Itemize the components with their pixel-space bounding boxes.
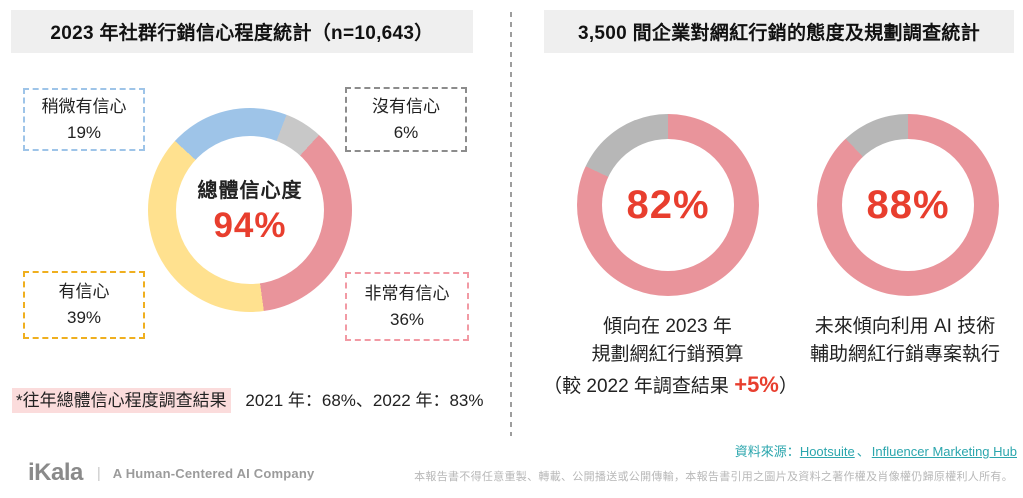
left-panel-title: 2023 年社群行銷信心程度統計（n=10,643）	[11, 10, 473, 53]
donut-center-label: 總體信心度	[197, 180, 303, 202]
label-box-confident: 有信心 39%	[23, 271, 145, 339]
footnote-values: 2021 年：68%、2022 年：83%	[245, 391, 484, 410]
confidence-donut-chart: 總體信心度 94%	[148, 108, 352, 312]
ai-donut-chart: 88%	[817, 114, 999, 296]
right-panel-title: 3,500 間企業對網紅行銷的態度及規劃調查統計	[544, 10, 1014, 53]
source-link-influencer-marketing-hub[interactable]: Influencer Marketing Hub	[871, 444, 1017, 459]
ikala-tagline: A Human-Centered AI Company	[112, 465, 315, 481]
budget-note-suffix: ）	[778, 376, 798, 397]
no-confidence-name: 沒有信心	[372, 96, 440, 116]
budget-caption-line1: 傾向在 2023 年	[603, 316, 732, 337]
source-separator: 、	[856, 444, 870, 459]
ikala-logo: iKala | A Human-Centered AI Company	[28, 459, 314, 487]
slight-confidence-name: 稍微有信心	[41, 96, 127, 116]
panel-divider	[510, 12, 512, 436]
confident-name: 有信心	[58, 282, 110, 301]
ai-caption-line2: 輔助網紅行銷專案執行	[809, 344, 1000, 365]
budget-note-prefix: （較 2022 年調查結果	[543, 376, 735, 397]
ai-caption: 未來傾向利用 AI 技術 輔助網紅行銷專案執行	[785, 313, 1023, 369]
budget-note: （較 2022 年調查結果 +5%）	[528, 371, 813, 398]
ikala-logo-text: iKala	[28, 459, 83, 486]
history-footnote: *往年總體信心程度調查結果 2021 年：68%、2022 年：83%	[12, 386, 484, 413]
source-link-hootsuite[interactable]: Hootsuite	[799, 444, 855, 459]
logo-separator: |	[96, 464, 101, 482]
label-box-slight-confidence: 稍微有信心 19%	[23, 88, 145, 151]
ai-donut-center: 88%	[842, 139, 974, 271]
very-confident-value: 36%	[389, 309, 425, 329]
budget-donut-value: 82%	[626, 182, 710, 227]
ai-caption-line1: 未來傾向利用 AI 技術	[814, 316, 996, 337]
budget-donut-center: 82%	[602, 139, 734, 271]
slight-confidence-value: 19%	[66, 122, 102, 142]
budget-donut-chart: 82%	[577, 114, 759, 296]
budget-note-delta: +5%	[734, 372, 779, 397]
label-box-very-confident: 非常有信心 36%	[345, 272, 469, 341]
confident-value: 39%	[66, 308, 102, 327]
label-box-no-confidence: 沒有信心 6%	[345, 87, 467, 152]
source-label: 資料來源：	[734, 444, 800, 459]
footnote-highlight: *往年總體信心程度調查結果	[12, 388, 231, 413]
copyright-disclaimer: 本報告書不得任意重製、轉載、公開播送或公開傳輸，本報告書引用之圖片及資料之著作權…	[414, 471, 1013, 483]
budget-caption-line2: 規劃網紅行銷預算	[591, 344, 744, 365]
budget-caption: 傾向在 2023 年 規劃網紅行銷預算	[545, 313, 790, 369]
very-confident-name: 非常有信心	[364, 283, 450, 303]
no-confidence-value: 6%	[393, 122, 419, 142]
confidence-donut-center: 總體信心度 94%	[176, 136, 324, 284]
data-source-line: 資料來源：Hootsuite、 Influencer Marketing Hub	[735, 441, 1017, 460]
ai-donut-value: 88%	[866, 182, 950, 227]
donut-center-value: 94%	[213, 206, 287, 245]
